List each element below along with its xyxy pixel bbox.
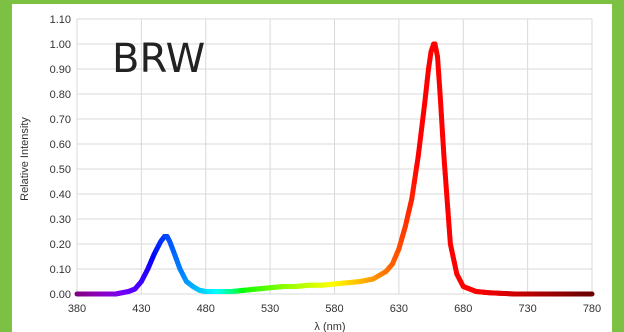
spectrum-segment [442,171,450,194]
y-tick-label: 0.20 [50,239,71,251]
spectrum-segment [436,72,443,97]
x-tick-label: 430 [132,303,150,315]
spectrum-segment [441,154,448,177]
x-tick-label: 580 [325,303,343,315]
spectrum-segment [444,189,451,212]
y-tick-label: 0.00 [50,289,71,301]
spectrum-chart: 0.00 0.10 0.20 0.30 0.40 0.50 0.60 0.70 0.80 0.90… [19,14,602,332]
x-tick-label: 780 [583,303,601,315]
x-tick-label: 380 [68,303,86,315]
tick-layer: 0.00 0.10 0.20 0.30 0.40 0.50 0.60 0.70 0.80 0.90… [50,14,602,315]
spectrum-segment [435,54,442,78]
series-layer [74,41,595,297]
x-tick-label: 680 [454,303,472,315]
y-tick-label: 0.10 [50,264,71,276]
spectrum-segment [440,133,447,159]
x-tick-label: 530 [261,303,279,315]
y-tick-label: 0.50 [50,164,71,176]
x-tick-label: 630 [390,303,408,315]
y-tick-label: 1.10 [50,14,71,26]
y-tick-label: 0.30 [50,214,71,226]
spectrum-segment [445,206,452,229]
spectrum-segment [438,112,446,139]
x-axis-label: λ (nm) [314,321,345,332]
y-tick-label: 0.90 [50,64,71,76]
x-tick-label: 730 [518,303,536,315]
x-tick-label: 480 [197,303,215,315]
chart-panel: 0.00 0.10 0.20 0.30 0.40 0.50 0.60 0.70 0.80 0.90… [12,4,612,332]
y-tick-label: 0.70 [50,114,71,126]
y-tick-label: 1.00 [50,39,71,51]
grid-layer [76,18,593,295]
y-tick-label: 0.80 [50,89,71,101]
spectrum-segment [446,224,453,247]
y-tick-label: 0.60 [50,139,71,151]
y-tick-label: 0.40 [50,189,71,201]
spectrum-segment [437,91,444,118]
chart-annotation: BRW [112,36,205,82]
y-axis-label: Relative Intensity [19,117,31,201]
